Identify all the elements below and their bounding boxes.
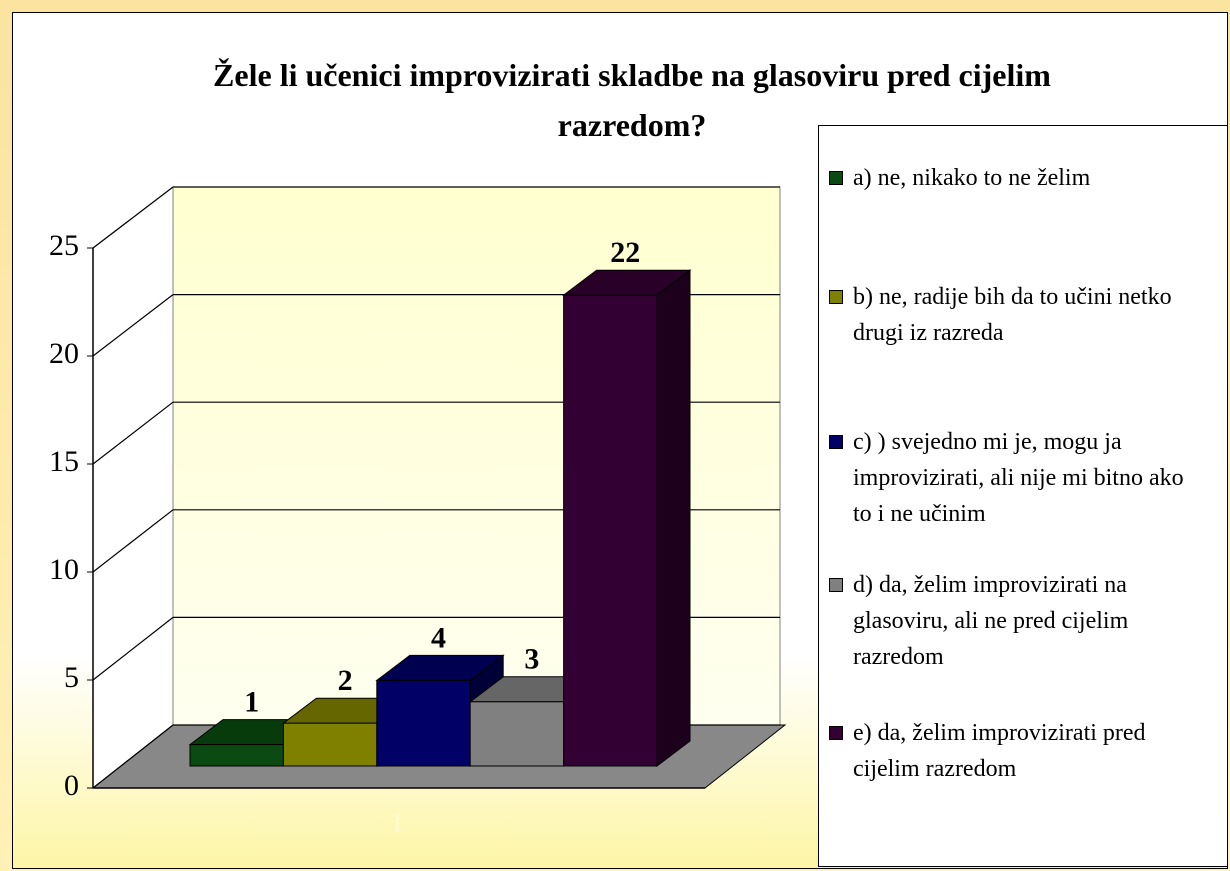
data-label: 1 bbox=[244, 685, 259, 718]
y-tick-label: 10 bbox=[49, 553, 79, 586]
y-tick-label: 15 bbox=[49, 445, 79, 478]
legend-swatch bbox=[829, 171, 843, 185]
grid-line bbox=[92, 509, 174, 573]
y-tick-label: 20 bbox=[49, 337, 79, 370]
legend-swatch bbox=[829, 578, 843, 592]
legend-label: a) ne, nikako to ne želim bbox=[853, 165, 1091, 191]
bar bbox=[563, 294, 658, 767]
legend-label: d) da, želim improvizirati na glasoviru,… bbox=[853, 572, 1129, 670]
x-tick-label: 1 bbox=[391, 808, 404, 837]
legend-swatch bbox=[829, 726, 843, 740]
data-label: 3 bbox=[524, 643, 539, 676]
chart-title: Žele li učenici improvizirati skladbe na… bbox=[213, 57, 1051, 143]
y-tick-label: 0 bbox=[64, 769, 79, 802]
data-label: 2 bbox=[338, 664, 353, 697]
bar bbox=[469, 701, 565, 767]
bar bbox=[376, 679, 471, 767]
bar bbox=[189, 744, 284, 767]
grid-line bbox=[92, 186, 174, 249]
bar-top-shade bbox=[563, 270, 690, 296]
grid-line bbox=[92, 294, 174, 357]
y-tick-label: 25 bbox=[49, 229, 79, 262]
data-label: 22 bbox=[610, 236, 640, 269]
bar-top-shade bbox=[376, 655, 504, 681]
legend-label: b) ne, radije bih da to učini netko drug… bbox=[853, 284, 1172, 346]
legend-label: c) ) svejedno mi je, mogu ja improvizira… bbox=[853, 429, 1184, 527]
legend: a) ne, nikako to ne želim b) ne, radije b… bbox=[818, 125, 1228, 867]
grid-line bbox=[92, 724, 174, 789]
grid-line bbox=[92, 401, 174, 465]
bar-side-shade bbox=[657, 270, 690, 766]
side-wall bbox=[92, 185, 174, 790]
data-label: 4 bbox=[431, 621, 446, 654]
bar bbox=[282, 722, 378, 767]
legend-label: e) da, želim improvizirati pred cijelim … bbox=[853, 720, 1146, 782]
grid-line bbox=[92, 616, 174, 681]
y-tick-label: 5 bbox=[64, 661, 79, 694]
legend-swatch bbox=[829, 435, 843, 449]
legend-swatch bbox=[829, 290, 843, 304]
